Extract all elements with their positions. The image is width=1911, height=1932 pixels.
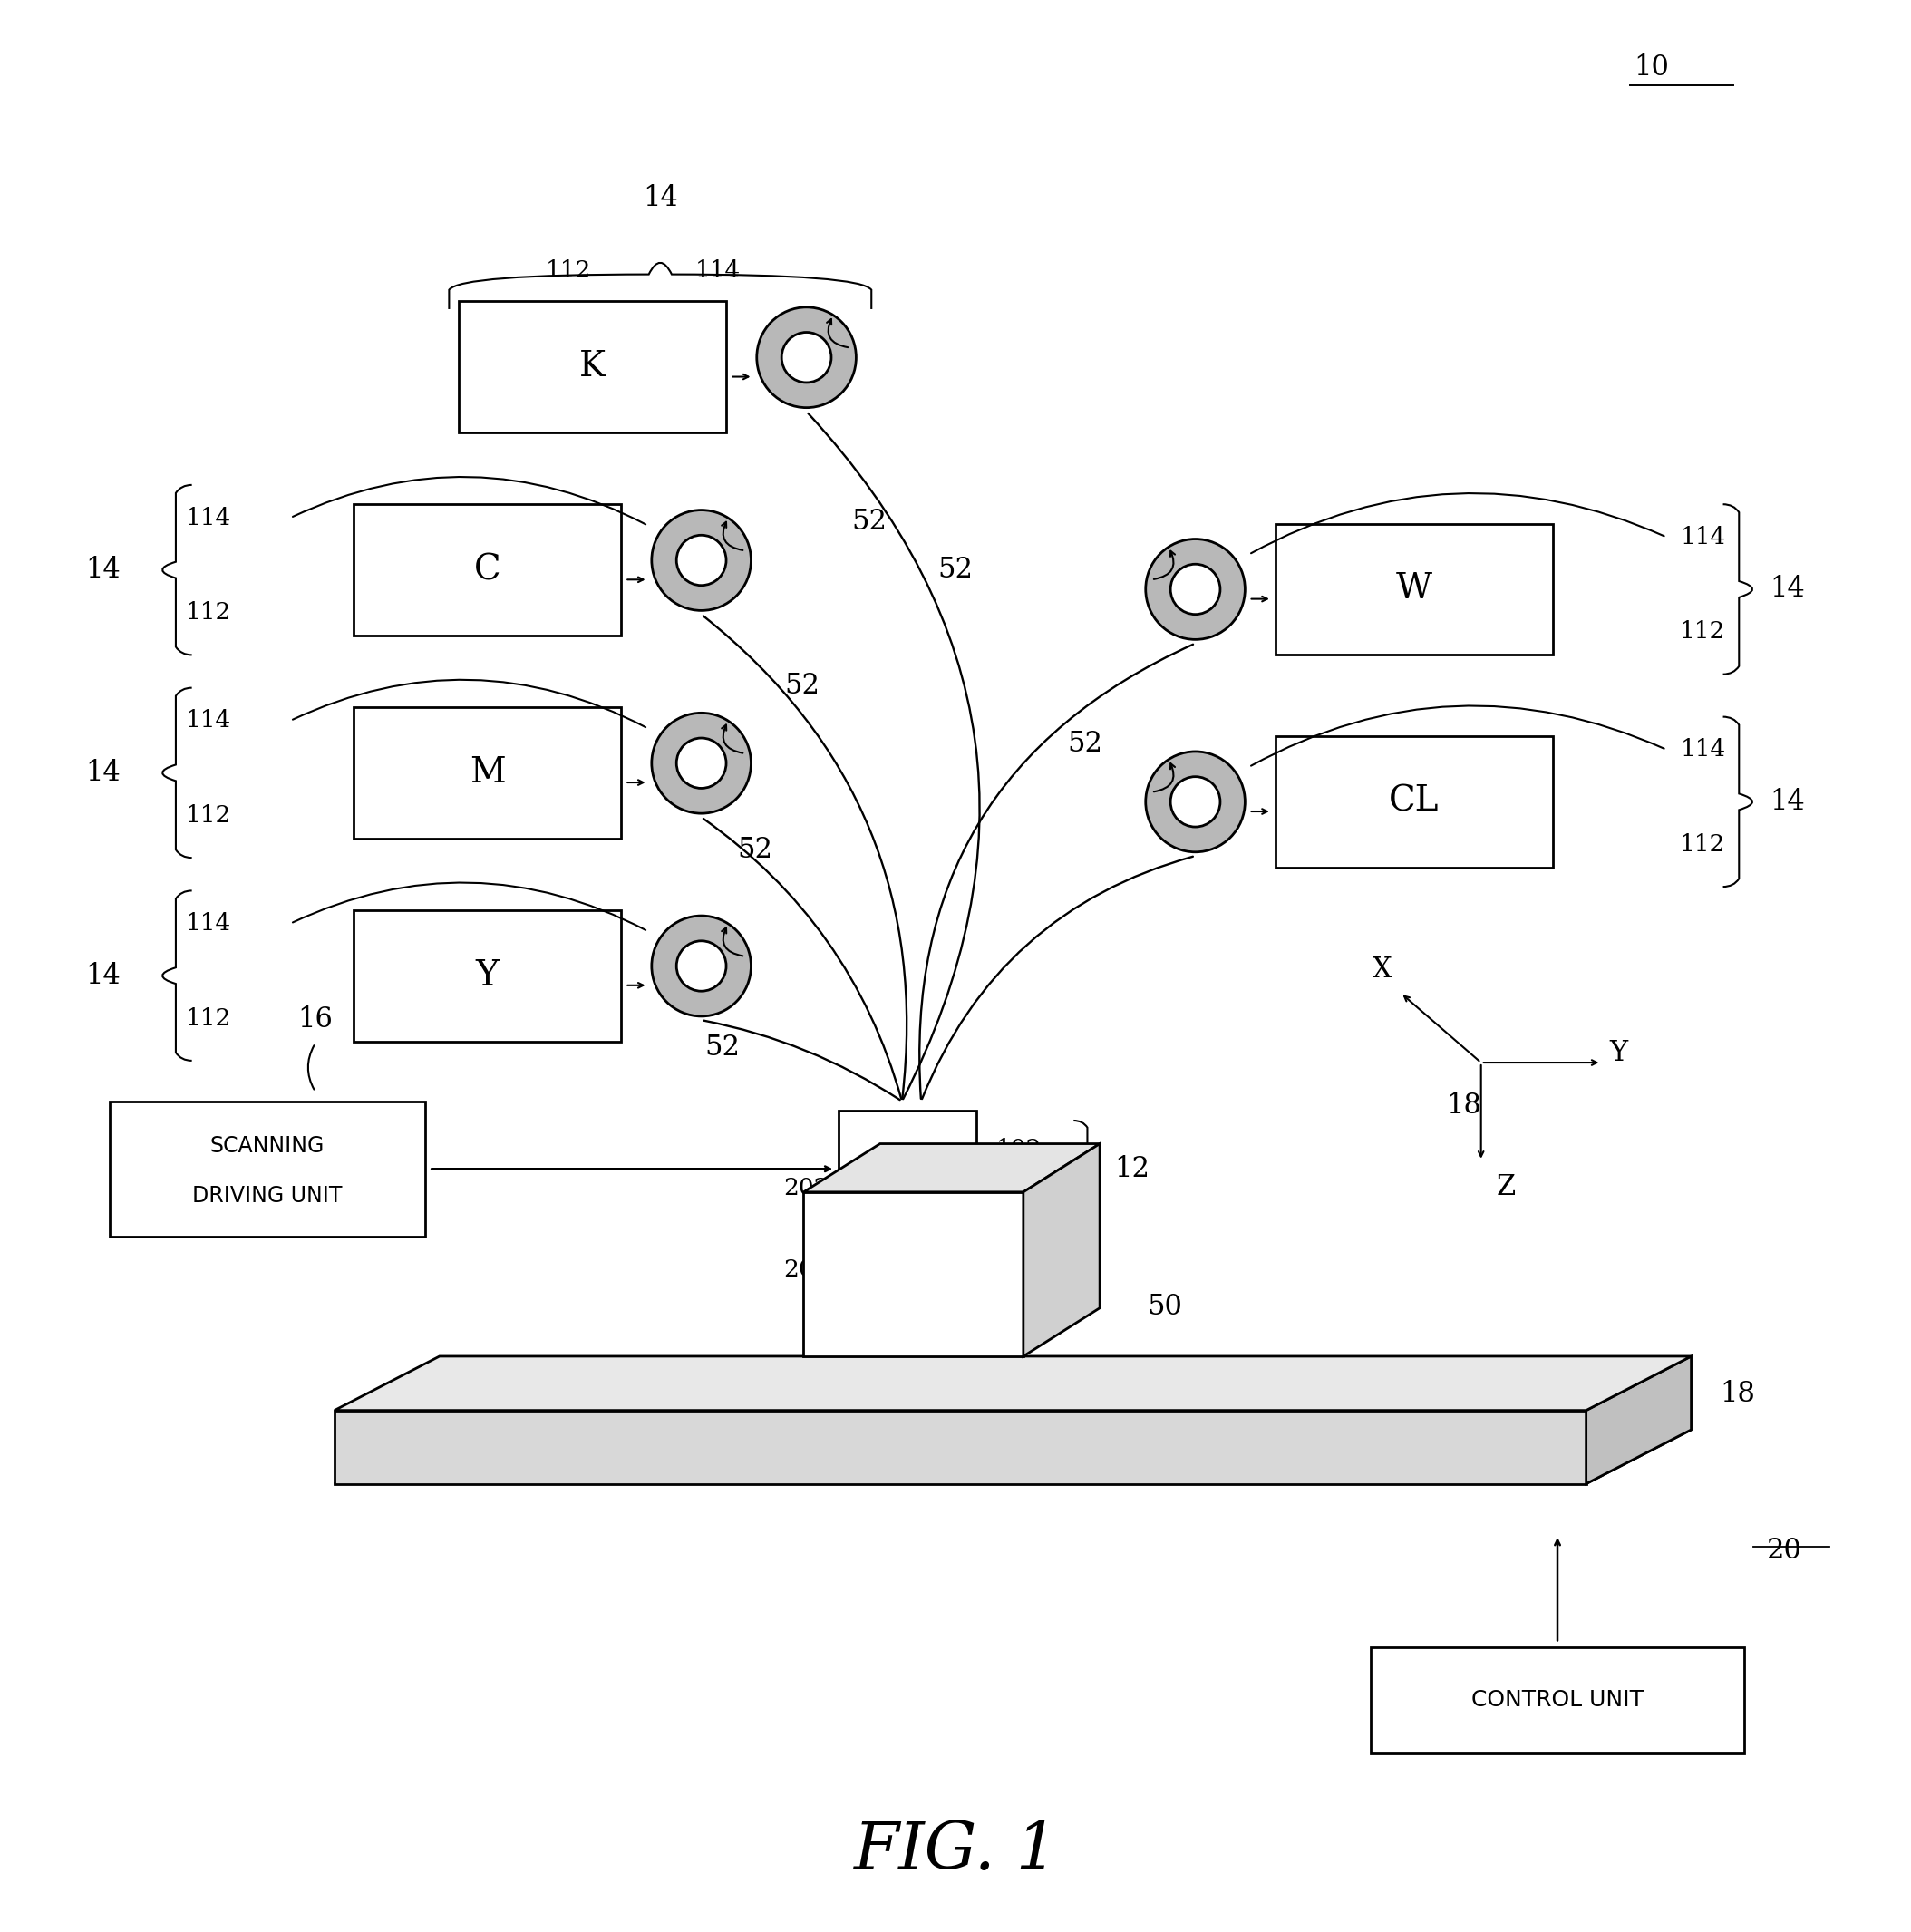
Text: DRIVING UNIT: DRIVING UNIT — [193, 1184, 342, 1208]
Text: Y: Y — [476, 958, 499, 993]
Bar — [459, 301, 726, 433]
Text: 52: 52 — [1068, 730, 1103, 757]
Bar — [354, 910, 621, 1041]
Text: X: X — [1372, 956, 1391, 983]
Text: SCANNING: SCANNING — [210, 1134, 325, 1157]
Circle shape — [1145, 539, 1246, 639]
Text: 20: 20 — [1766, 1536, 1802, 1565]
Text: 16: 16 — [298, 1005, 333, 1034]
Text: 112: 112 — [547, 259, 590, 282]
Text: 14: 14 — [86, 759, 120, 786]
Circle shape — [757, 307, 856, 408]
Polygon shape — [1024, 1144, 1101, 1356]
Text: W: W — [1397, 572, 1431, 607]
Text: 14: 14 — [86, 556, 120, 583]
Bar — [111, 1101, 426, 1236]
Text: CONTROL UNIT: CONTROL UNIT — [1471, 1689, 1643, 1712]
Bar — [1370, 1646, 1743, 1754]
Text: 114: 114 — [1680, 526, 1726, 549]
Text: 112: 112 — [185, 1007, 231, 1030]
Polygon shape — [334, 1356, 1691, 1410]
Text: Y: Y — [1609, 1039, 1628, 1066]
Text: 114: 114 — [1680, 738, 1726, 761]
Circle shape — [676, 941, 726, 991]
Text: Z: Z — [1496, 1173, 1515, 1202]
Circle shape — [652, 916, 751, 1016]
Text: 114: 114 — [696, 259, 740, 282]
Polygon shape — [803, 1192, 1024, 1356]
Polygon shape — [850, 1227, 965, 1308]
Text: K: K — [579, 350, 606, 384]
Circle shape — [1145, 752, 1246, 852]
Text: 14: 14 — [1770, 788, 1804, 815]
Text: M: M — [470, 755, 505, 790]
Text: 104: 104 — [996, 1186, 1041, 1209]
Circle shape — [1170, 777, 1219, 827]
Text: 14: 14 — [86, 962, 120, 989]
Text: 114: 114 — [185, 506, 231, 529]
Text: FIG. 1: FIG. 1 — [852, 1818, 1059, 1884]
Polygon shape — [803, 1144, 1101, 1192]
Bar — [839, 1111, 977, 1227]
Text: 204: 204 — [784, 1258, 829, 1281]
Polygon shape — [1586, 1356, 1691, 1484]
Text: 114: 114 — [185, 709, 231, 732]
Text: 12: 12 — [1114, 1155, 1150, 1182]
Polygon shape — [334, 1430, 1691, 1484]
Text: 14: 14 — [1770, 576, 1804, 603]
Text: 52: 52 — [738, 837, 772, 864]
Text: 52: 52 — [785, 672, 820, 699]
Text: 52: 52 — [852, 508, 887, 535]
Circle shape — [1170, 564, 1219, 614]
Circle shape — [676, 535, 726, 585]
Text: 114: 114 — [185, 912, 231, 935]
Bar — [1277, 736, 1552, 867]
Text: 202: 202 — [784, 1177, 829, 1200]
Circle shape — [652, 510, 751, 611]
Text: 52: 52 — [938, 556, 973, 583]
Text: 18: 18 — [1447, 1092, 1481, 1121]
Bar — [354, 707, 621, 838]
Polygon shape — [334, 1410, 1586, 1484]
Text: 50: 50 — [1147, 1293, 1183, 1321]
Text: 112: 112 — [185, 601, 231, 624]
Circle shape — [782, 332, 831, 383]
Text: 112: 112 — [1680, 620, 1726, 643]
Text: 10: 10 — [1634, 52, 1668, 81]
Text: 14: 14 — [642, 184, 678, 213]
Text: 112: 112 — [185, 804, 231, 827]
Text: 18: 18 — [1720, 1379, 1754, 1408]
Text: C: C — [474, 553, 501, 587]
Bar — [1277, 524, 1552, 655]
Text: CL: CL — [1389, 784, 1439, 819]
Bar — [354, 504, 621, 636]
Text: 52: 52 — [705, 1034, 740, 1061]
Circle shape — [676, 738, 726, 788]
Circle shape — [652, 713, 751, 813]
Text: 102: 102 — [996, 1138, 1041, 1161]
Text: 112: 112 — [1680, 833, 1726, 856]
